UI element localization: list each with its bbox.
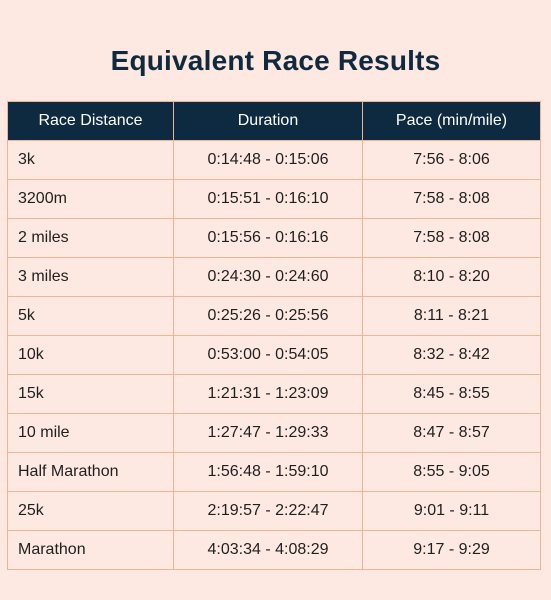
page-title: Equivalent Race Results xyxy=(110,45,441,76)
table-row: 10 mile 1:27:47 - 1:29:33 8:47 - 8:57 xyxy=(7,413,541,453)
pace-cell: 8:45 - 8:55 xyxy=(362,374,541,414)
duration-cell: 2:19:57 - 2:22:47 xyxy=(173,491,363,531)
table-row: 25k 2:19:57 - 2:22:47 9:01 - 9:11 xyxy=(7,491,541,531)
pace-cell: 9:17 - 9:29 xyxy=(362,530,541,570)
results-table-header: Race Distance Duration Pace (min/mile) xyxy=(7,101,541,141)
table-row: 3k 0:14:48 - 0:15:06 7:56 - 8:06 xyxy=(7,140,541,180)
pace-cell: 8:11 - 8:21 xyxy=(362,296,541,336)
pace-cell: 8:47 - 8:57 xyxy=(362,413,541,453)
duration-cell: 0:15:51 - 0:16:10 xyxy=(173,179,363,219)
pace-cell: 7:58 - 8:08 xyxy=(362,218,541,258)
race-distance-cell: 3200m xyxy=(7,179,174,219)
race-distance-cell: 15k xyxy=(7,374,174,414)
duration-cell: 4:03:34 - 4:08:29 xyxy=(173,530,363,570)
results-table: Race Distance Duration Pace (min/mile) 3… xyxy=(7,101,541,570)
race-distance-cell: 25k xyxy=(7,491,174,531)
table-row: 3 miles 0:24:30 - 0:24:60 8:10 - 8:20 xyxy=(7,257,541,297)
table-row: 2 miles 0:15:56 - 0:16:16 7:58 - 8:08 xyxy=(7,218,541,258)
duration-cell: 0:15:56 - 0:16:16 xyxy=(173,218,363,258)
duration-cell: 0:25:26 - 0:25:56 xyxy=(173,296,363,336)
duration-cell: 0:53:00 - 0:54:05 xyxy=(173,335,363,375)
race-distance-cell: 10k xyxy=(7,335,174,375)
header-race-distance: Race Distance xyxy=(7,101,174,141)
duration-cell: 0:24:30 - 0:24:60 xyxy=(173,257,363,297)
header-pace: Pace (min/mile) xyxy=(362,101,541,141)
pace-cell: 9:01 - 9:11 xyxy=(362,491,541,531)
pace-cell: 8:32 - 8:42 xyxy=(362,335,541,375)
duration-cell: 1:21:31 - 1:23:09 xyxy=(173,374,363,414)
pace-cell: 8:55 - 9:05 xyxy=(362,452,541,492)
header-row: Race Distance Duration Pace (min/mile) xyxy=(7,101,541,141)
race-distance-cell: 3 miles xyxy=(7,257,174,297)
pace-cell: 8:10 - 8:20 xyxy=(362,257,541,297)
race-distance-cell: 10 mile xyxy=(7,413,174,453)
race-distance-cell: 3k xyxy=(7,140,174,180)
table-row: 15k 1:21:31 - 1:23:09 8:45 - 8:55 xyxy=(7,374,541,414)
race-distance-cell: 2 miles xyxy=(7,218,174,258)
table-row: 3200m 0:15:51 - 0:16:10 7:58 - 8:08 xyxy=(7,179,541,219)
duration-cell: 1:56:48 - 1:59:10 xyxy=(173,452,363,492)
race-distance-cell: 5k xyxy=(7,296,174,336)
race-distance-cell: Half Marathon xyxy=(7,452,174,492)
pace-cell: 7:58 - 8:08 xyxy=(362,179,541,219)
table-row: 5k 0:25:26 - 0:25:56 8:11 - 8:21 xyxy=(7,296,541,336)
race-distance-cell: Marathon xyxy=(7,530,174,570)
header-duration: Duration xyxy=(173,101,363,141)
duration-cell: 0:14:48 - 0:15:06 xyxy=(173,140,363,180)
table-row: Half Marathon 1:56:48 - 1:59:10 8:55 - 9… xyxy=(7,452,541,492)
duration-cell: 1:27:47 - 1:29:33 xyxy=(173,413,363,453)
table-row: Marathon 4:03:34 - 4:08:29 9:17 - 9:29 xyxy=(7,530,541,570)
results-table-body: 3k 0:14:48 - 0:15:06 7:56 - 8:06 3200m 0… xyxy=(7,140,541,570)
pace-cell: 7:56 - 8:06 xyxy=(362,140,541,180)
table-row: 10k 0:53:00 - 0:54:05 8:32 - 8:42 xyxy=(7,335,541,375)
